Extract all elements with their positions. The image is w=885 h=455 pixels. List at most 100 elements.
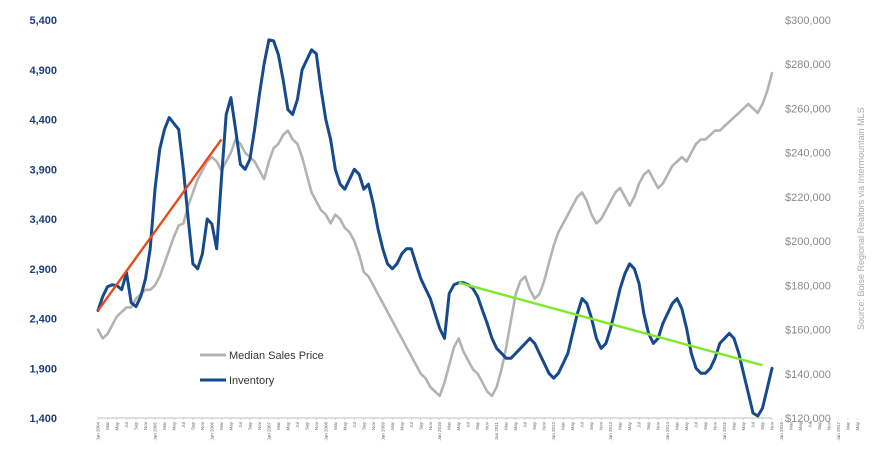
- data-point-inventory: [159, 148, 161, 150]
- data-point-median-sales-price: [358, 253, 360, 255]
- x-tick-label: Jul: [124, 422, 129, 428]
- left-tick-label: 3,400: [29, 214, 57, 226]
- x-tick-label: Jan 2010: [437, 422, 442, 441]
- data-point-median-sales-price: [500, 368, 503, 370]
- data-point-inventory: [178, 128, 180, 130]
- data-point-median-sales-price: [163, 262, 166, 264]
- series-line-inventory: [96, 38, 774, 418]
- data-point-median-sales-price: [377, 293, 379, 295]
- data-point-median-sales-price: [254, 160, 256, 163]
- data-point-inventory: [410, 248, 412, 250]
- data-point-inventory: [239, 163, 241, 165]
- data-point-median-sales-price: [638, 183, 640, 185]
- data-point-inventory: [633, 268, 636, 270]
- data-point-median-sales-price: [178, 225, 180, 227]
- data-point-median-sales-price: [472, 368, 474, 370]
- x-tick-label: Jul: [694, 422, 699, 428]
- data-point-inventory: [572, 332, 574, 334]
- data-point-inventory: [249, 158, 251, 160]
- data-point-inventory: [690, 352, 692, 354]
- data-point-median-sales-price: [401, 337, 403, 339]
- data-point-inventory: [757, 415, 759, 417]
- inventory-trend-rising: [97, 138, 223, 312]
- x-tick-label: May: [627, 421, 632, 430]
- data-point-median-sales-price: [690, 152, 692, 154]
- data-point-inventory: [733, 337, 735, 339]
- data-point-inventory: [738, 352, 740, 354]
- data-point-inventory: [263, 63, 265, 65]
- x-tick-label: May: [513, 421, 518, 430]
- x-tick-label: May: [684, 421, 689, 430]
- data-point-median-sales-price: [591, 214, 593, 216]
- x-tick-label: Nov: [485, 421, 490, 430]
- x-tick-label: Sep: [304, 422, 309, 431]
- data-point-median-sales-price: [363, 271, 365, 273]
- data-point-median-sales-price: [648, 169, 650, 171]
- x-tick-label: Mar: [276, 421, 281, 429]
- data-point-median-sales-price: [553, 244, 555, 247]
- x-tick-label: Jan 2011: [494, 422, 499, 441]
- data-point-inventory: [429, 298, 431, 300]
- data-point-median-sales-price: [458, 337, 460, 339]
- data-point-inventory: [301, 69, 303, 71]
- data-point-inventory: [610, 327, 612, 329]
- data-point-median-sales-price: [263, 178, 265, 180]
- x-tick-label: Mar: [732, 421, 737, 429]
- data-point-median-sales-price: [287, 130, 289, 132]
- x-tick-label: Jan 2006: [209, 422, 214, 441]
- data-point-inventory: [339, 183, 341, 185]
- data-point-inventory: [211, 223, 213, 225]
- data-point-inventory: [386, 263, 389, 265]
- right-tick-label: $120,000: [785, 413, 831, 425]
- right-tick-label: $280,000: [785, 59, 831, 71]
- x-tick-label: May: [342, 421, 347, 430]
- data-point-inventory: [121, 289, 123, 291]
- left-axis: 5,400 4,900 4,400 3,900 3,400 2,900 2,400 1,900…: [29, 15, 57, 425]
- data-point-inventory: [742, 372, 745, 374]
- x-tick-label: Nov: [599, 421, 604, 430]
- data-point-median-sales-price: [515, 293, 517, 295]
- x-tick-label: Sep: [646, 422, 651, 431]
- data-point-median-sales-price: [610, 200, 612, 202]
- data-point-median-sales-price: [296, 143, 298, 145]
- data-point-inventory: [491, 337, 493, 339]
- data-point-median-sales-price: [757, 112, 759, 114]
- data-point-inventory: [553, 377, 555, 379]
- data-point-median-sales-price: [633, 196, 636, 198]
- data-point-median-sales-price: [173, 236, 175, 238]
- data-point-inventory: [334, 168, 336, 170]
- x-tick-label: Mar: [390, 421, 395, 429]
- data-point-inventory: [353, 168, 355, 170]
- x-tick-label: Jan 2014: [665, 422, 670, 441]
- data-point-inventory: [201, 253, 203, 255]
- data-point-median-sales-price: [562, 222, 564, 224]
- x-tick-label: Sep: [361, 422, 366, 431]
- x-tick-label: Sep: [532, 422, 537, 431]
- data-point-inventory: [330, 138, 332, 140]
- data-point-median-sales-price: [292, 138, 294, 140]
- data-point-median-sales-price: [719, 130, 721, 132]
- data-point-median-sales-price: [197, 178, 199, 180]
- data-point-inventory: [382, 248, 384, 250]
- data-point-inventory: [287, 109, 289, 111]
- x-tick-label: Jan 2013: [608, 422, 613, 441]
- data-point-median-sales-price: [477, 373, 479, 375]
- data-point-inventory: [372, 203, 374, 205]
- x-tick-label: Jul: [751, 422, 756, 428]
- data-point-median-sales-price: [586, 200, 588, 202]
- x-tick-label: Jan 2015: [722, 422, 727, 441]
- data-point-inventory: [163, 128, 166, 130]
- data-point-inventory: [752, 412, 754, 414]
- data-point-inventory: [681, 308, 683, 310]
- x-tick-label: Nov: [314, 421, 319, 430]
- data-point-inventory: [320, 89, 322, 91]
- x-tick-label: Jan 2009: [380, 422, 385, 441]
- data-point-inventory: [652, 342, 654, 344]
- x-tick-label: Jan 2007: [266, 422, 271, 441]
- data-point-inventory: [306, 59, 308, 61]
- x-tick-label: Nov: [770, 421, 775, 430]
- data-point-median-sales-price: [149, 289, 151, 291]
- data-point-inventory: [102, 296, 104, 298]
- data-point-median-sales-price: [325, 214, 327, 216]
- data-point-median-sales-price: [486, 390, 488, 393]
